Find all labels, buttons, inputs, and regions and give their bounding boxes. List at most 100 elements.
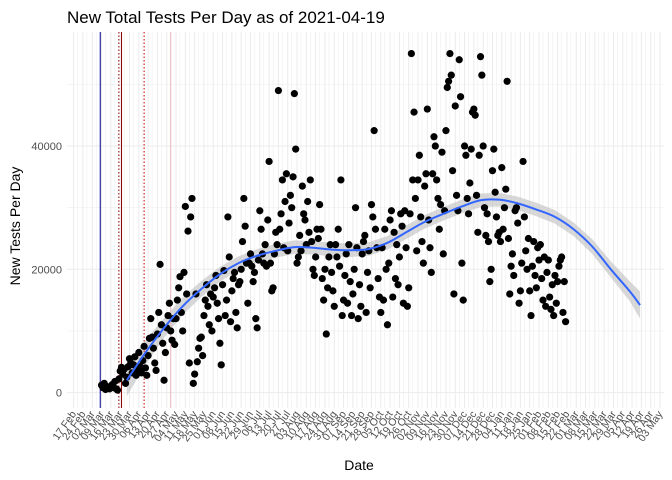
data-point [236, 278, 244, 286]
data-point [379, 296, 388, 304]
data-point [230, 268, 239, 276]
data-point [317, 225, 325, 233]
data-point [401, 207, 409, 215]
data-point [157, 321, 166, 329]
data-point [437, 200, 445, 209]
data-point [278, 176, 286, 184]
data-point [285, 219, 293, 227]
data-point [293, 259, 301, 267]
data-point [240, 194, 248, 203]
data-point [483, 210, 491, 218]
data-point [421, 182, 429, 190]
data-point [532, 284, 540, 292]
data-point [415, 151, 423, 159]
data-point [204, 302, 212, 310]
data-point [355, 281, 364, 289]
data-point [414, 176, 422, 184]
data-point [504, 234, 513, 243]
data-point [506, 290, 514, 298]
data-point [256, 207, 264, 215]
data-point [555, 262, 563, 270]
data-points [97, 49, 570, 394]
data-point [508, 250, 517, 258]
data-point [528, 262, 536, 270]
data-point [200, 311, 208, 320]
data-point [496, 237, 505, 246]
data-point [175, 284, 183, 292]
data-point [210, 284, 219, 292]
data-point [492, 213, 501, 221]
data-point [402, 244, 410, 252]
data-point [329, 287, 337, 295]
data-point [363, 268, 372, 276]
data-point [298, 182, 306, 190]
data-point [199, 352, 207, 360]
data-point [113, 386, 122, 394]
data-point [282, 170, 290, 178]
data-point [458, 259, 466, 267]
data-point [343, 299, 352, 307]
data-point [558, 253, 566, 261]
data-point [439, 250, 447, 258]
data-point [253, 324, 261, 332]
data-point [371, 225, 380, 233]
data-point [539, 296, 547, 304]
data-point [345, 241, 353, 249]
data-point [296, 231, 304, 240]
data-point [310, 271, 318, 280]
data-point [367, 200, 376, 209]
data-point [149, 344, 158, 352]
data-point [456, 93, 465, 101]
data-point [218, 281, 227, 289]
data-point [499, 225, 507, 233]
data-point [466, 179, 474, 187]
data-point [334, 225, 342, 233]
data-point [322, 330, 330, 338]
data-point [515, 299, 523, 307]
data-point [306, 176, 314, 184]
data-point [288, 204, 296, 212]
data-point [320, 296, 328, 304]
data-point [479, 142, 487, 150]
data-point [434, 194, 442, 203]
data-point [530, 237, 538, 246]
data-point [197, 333, 205, 341]
data-point [226, 318, 235, 326]
data-point [209, 293, 217, 301]
data-point [460, 142, 469, 150]
data-point [273, 241, 281, 249]
data-point [423, 105, 431, 113]
data-point [482, 231, 490, 240]
data-point [318, 274, 326, 283]
data-point [257, 225, 265, 233]
data-point [147, 315, 155, 323]
data-point [229, 274, 237, 283]
data-point [383, 321, 392, 329]
data-point [526, 287, 534, 295]
data-point [446, 49, 454, 58]
data-point [358, 250, 366, 258]
data-point [487, 265, 495, 273]
data-point [222, 296, 231, 304]
data-point [462, 151, 470, 159]
data-point [403, 302, 411, 310]
data-point [480, 204, 489, 212]
data-point [543, 268, 551, 276]
data-point [143, 371, 151, 379]
data-point [224, 213, 232, 221]
data-point [297, 247, 305, 255]
data-point [478, 71, 486, 79]
data-point [524, 234, 532, 243]
data-point [238, 237, 247, 246]
data-point [221, 311, 229, 320]
data-point [254, 256, 263, 264]
data-point [451, 102, 459, 110]
data-point [407, 49, 415, 58]
data-point [121, 379, 130, 387]
data-point [359, 237, 368, 246]
data-point [232, 308, 240, 317]
data-point [330, 302, 338, 310]
data-point [547, 305, 555, 313]
data-point [538, 274, 546, 283]
